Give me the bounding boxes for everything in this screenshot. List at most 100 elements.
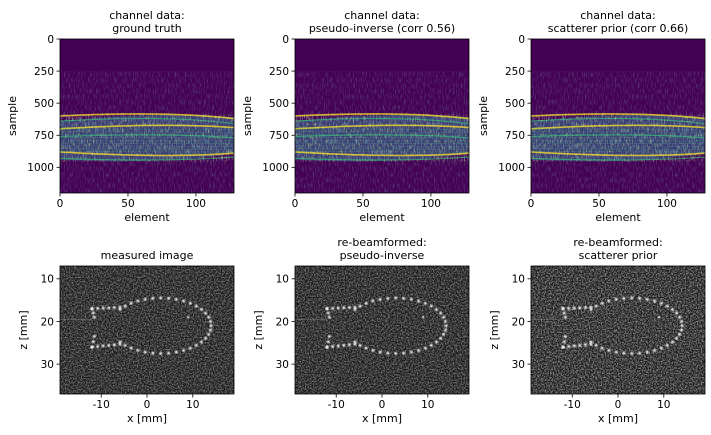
scatterer-point bbox=[637, 350, 643, 356]
scatterer-point bbox=[335, 343, 341, 349]
x-tick-label: 100 bbox=[657, 198, 677, 210]
scatterer-point bbox=[324, 344, 330, 350]
y-tick-label: 0 bbox=[518, 34, 525, 46]
scatterer-point bbox=[95, 344, 101, 349]
x-tick-label: 50 bbox=[356, 198, 369, 210]
scatterer-point bbox=[652, 348, 658, 353]
scatterer-point bbox=[95, 305, 101, 311]
x-tick-label: 100 bbox=[186, 198, 206, 210]
x-tick-label: 0 bbox=[144, 399, 151, 411]
scatterer-point bbox=[363, 300, 369, 306]
image-area bbox=[295, 39, 469, 193]
x-axis-label: x [mm] bbox=[127, 412, 167, 425]
striation bbox=[60, 139, 234, 142]
scatterer-point bbox=[577, 305, 583, 311]
scatterer-point bbox=[408, 349, 414, 355]
panel-4: measured image -10 0 10 10 20 30 x [mm] z [mm] bbox=[17, 249, 235, 425]
scatterer-point bbox=[401, 350, 407, 356]
y-tick-label: 10 bbox=[512, 274, 525, 286]
striation bbox=[531, 142, 705, 145]
scatterer-point bbox=[566, 305, 572, 311]
scatterer-point bbox=[561, 310, 567, 316]
scatterer-point bbox=[560, 344, 566, 350]
scatterer-point bbox=[637, 295, 643, 301]
x-tick-label: 100 bbox=[421, 198, 441, 210]
panel-title: re-beamformed: bbox=[337, 236, 426, 249]
x-tick-label: -10 bbox=[93, 399, 110, 411]
scatterer-point bbox=[583, 305, 588, 310]
panel-5: re-beamformed:pseudo-inverse -10 0 10 10 20 30… bbox=[252, 236, 470, 425]
scatterer-point bbox=[593, 303, 599, 309]
y-tick-label: 250 bbox=[34, 66, 54, 78]
scatterer-point bbox=[199, 339, 204, 345]
striation bbox=[60, 145, 234, 147]
striation bbox=[60, 151, 234, 153]
image-area bbox=[531, 266, 705, 394]
scatterer-point bbox=[644, 296, 650, 302]
axes-frame bbox=[59, 38, 235, 194]
y-tick-label: 1000 bbox=[262, 162, 289, 174]
y-tick-label: 750 bbox=[505, 130, 525, 142]
scatterer-point bbox=[644, 349, 650, 355]
scatterer-point bbox=[173, 296, 179, 302]
scatterer-point bbox=[142, 296, 148, 302]
speckle bbox=[60, 266, 234, 394]
scatterer-point bbox=[90, 339, 96, 345]
scatterer-point bbox=[112, 305, 117, 310]
scatterer-point bbox=[588, 341, 594, 347]
x-axis-label: element bbox=[595, 211, 641, 224]
scatterer-point bbox=[106, 305, 112, 311]
scatterer-point bbox=[679, 323, 685, 329]
scatterer-point bbox=[599, 300, 605, 306]
panel-title: ground truth bbox=[112, 22, 182, 35]
scatterer-point bbox=[599, 345, 605, 351]
scatterer-point bbox=[135, 298, 141, 304]
scatterer-point bbox=[679, 327, 684, 333]
scatterer-point bbox=[117, 341, 123, 347]
scatterer-point bbox=[438, 335, 444, 341]
scatterer-point bbox=[347, 305, 352, 310]
scatterer-point bbox=[352, 304, 358, 310]
panel-6: re-beamformed:scatterer prior -10 0 10 10 20 3… bbox=[488, 236, 706, 425]
y-axis-label: sample bbox=[6, 96, 19, 136]
striation bbox=[295, 137, 469, 139]
panel-title: channel data: bbox=[109, 9, 185, 22]
y-tick-label: 750 bbox=[34, 130, 54, 142]
bright-speckle bbox=[531, 114, 705, 162]
scatterer-point bbox=[629, 295, 635, 301]
scatterer-point bbox=[652, 298, 658, 304]
scatterer-point bbox=[325, 339, 331, 345]
striation bbox=[295, 139, 469, 142]
scatterer-point bbox=[89, 306, 95, 312]
y-tick-label: 20 bbox=[41, 316, 54, 328]
y-tick-label: 250 bbox=[269, 66, 289, 78]
scatterer-point bbox=[677, 331, 683, 337]
y-tick-label: 30 bbox=[512, 359, 525, 371]
y-tick-label: 20 bbox=[276, 316, 289, 328]
axes-frame bbox=[530, 38, 706, 194]
scatterer-point bbox=[571, 305, 577, 311]
scatterer-point bbox=[560, 306, 566, 312]
scatterer-point bbox=[158, 351, 164, 356]
scatterer-point bbox=[677, 314, 683, 320]
scatterer-point bbox=[443, 323, 449, 329]
scatterer-point bbox=[377, 296, 383, 302]
scatterer-point bbox=[670, 307, 675, 312]
panel-title: measured image bbox=[101, 249, 194, 262]
fish-outline bbox=[89, 295, 214, 356]
x-tick-label: 10 bbox=[657, 399, 670, 411]
striation bbox=[531, 151, 705, 153]
x-axis-label: element bbox=[124, 211, 170, 224]
x-tick-label: 0 bbox=[292, 198, 299, 210]
scatterer-point bbox=[561, 339, 567, 345]
y-tick-label: 1000 bbox=[27, 162, 54, 174]
panel-3: channel data:scatterer prior (corr 0.66)… bbox=[477, 9, 706, 224]
panel-title: re-beamformed: bbox=[573, 236, 662, 249]
scatterer-point bbox=[621, 295, 627, 301]
image-area bbox=[295, 266, 469, 394]
striation bbox=[531, 145, 705, 147]
scatterer-point bbox=[326, 334, 332, 339]
bright-speckle bbox=[295, 114, 469, 162]
